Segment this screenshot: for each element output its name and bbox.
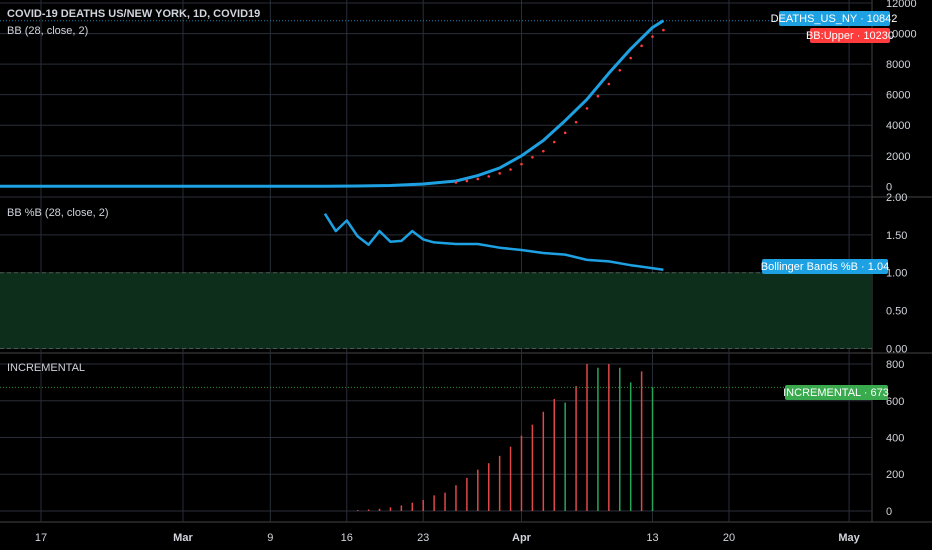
y-tick-label: 0 xyxy=(886,181,892,193)
bb-upper-point xyxy=(552,140,556,144)
x-tick-label: 13 xyxy=(646,532,658,544)
bb-upper-tag: BB:Upper · 10230 xyxy=(806,30,894,42)
pctb-series-line xyxy=(323,213,664,271)
y-tick-label: 10000 xyxy=(886,29,917,41)
y-tick-label: 6000 xyxy=(886,90,910,102)
bb-upper-tag-bg xyxy=(810,28,890,43)
x-tick-label: Mar xyxy=(173,532,193,544)
y-tick-label: 400 xyxy=(886,433,904,445)
deaths-tag: DEATHS_US_NY · 10842 xyxy=(771,13,898,25)
y-tick-label: 12000 xyxy=(886,0,917,10)
incremental-tag: INCREMENTAL · 673 xyxy=(783,387,889,399)
deaths-tag-bg xyxy=(779,11,890,26)
x-tick-label: 9 xyxy=(267,532,273,544)
y-tick-label: 200 xyxy=(886,469,904,481)
chart-title: COVID-19 DEATHS US/NEW YORK, 1D, COVID19 xyxy=(7,8,260,20)
bb-upper-point xyxy=(454,181,458,184)
y-tick-label: 0.50 xyxy=(886,306,907,318)
bb-upper-point xyxy=(607,82,611,86)
y-tick-label: 800 xyxy=(886,359,904,371)
pane-legends: COVID-19 DEATHS US/NEW YORK, 1D, COVID19… xyxy=(7,8,260,374)
y-tick-label: 8000 xyxy=(886,59,910,71)
bb-upper-point xyxy=(651,35,654,38)
y-tick-label: 0.00 xyxy=(886,343,907,355)
bb-upper-point xyxy=(531,155,534,159)
x-tick-label: May xyxy=(838,532,860,544)
deaths-series-line xyxy=(0,19,665,188)
bb-upper-point xyxy=(542,149,545,153)
pctb-tag: Bollinger Bands %B · 1.04 xyxy=(761,261,889,273)
y-tick-label: 1.50 xyxy=(886,230,907,242)
bb-upper-point xyxy=(487,175,491,178)
bb-upper-point xyxy=(618,68,622,72)
pctb-band-fill xyxy=(0,272,872,349)
bb-indicator-label: BB (28, close, 2) xyxy=(7,25,88,37)
x-tick-label: 23 xyxy=(417,532,429,544)
y-tick-label: 4000 xyxy=(886,120,910,132)
x-tick-label: 17 xyxy=(35,532,47,544)
y-tick-label: 600 xyxy=(886,396,904,408)
pctb-band xyxy=(0,272,872,349)
pctb-indicator-label: BB %B (28, close, 2) xyxy=(7,207,109,219)
pctb-tag-bg xyxy=(762,259,888,274)
y-tick-label: 2.00 xyxy=(886,192,907,204)
bb-upper-point xyxy=(574,120,578,124)
chart-marks xyxy=(0,19,872,511)
bb-upper-point xyxy=(585,107,589,110)
incremental-tag-bg xyxy=(785,385,888,400)
y-tick-label: 1.00 xyxy=(886,268,907,280)
bb-upper-point xyxy=(640,44,643,48)
y-tick-label: 2000 xyxy=(886,151,910,163)
bb-upper-point xyxy=(465,179,469,183)
y-tick-label: 0 xyxy=(886,506,892,518)
bb-upper-point xyxy=(563,131,567,135)
bb-upper-point xyxy=(509,168,512,171)
x-tick-label: 16 xyxy=(341,532,353,544)
axis-labels: 17 Mar 9 16 23 Apr 13 20 May02000400060008000100… xyxy=(35,0,917,544)
bb-upper-point xyxy=(476,177,480,181)
x-tick-label: 20 xyxy=(723,532,735,544)
incremental-indicator-label: INCREMENTAL xyxy=(7,362,85,374)
bb-upper-point xyxy=(520,162,523,166)
bb-upper-point xyxy=(596,94,600,98)
bb-upper-point xyxy=(662,28,665,32)
bb-upper-point xyxy=(629,56,632,60)
x-tick-label: Apr xyxy=(512,532,532,544)
price-tags: DEATHS_US_NY · 10842 BB:Upper · 10230 Bo… xyxy=(761,11,898,400)
bb-upper-point xyxy=(498,172,501,175)
